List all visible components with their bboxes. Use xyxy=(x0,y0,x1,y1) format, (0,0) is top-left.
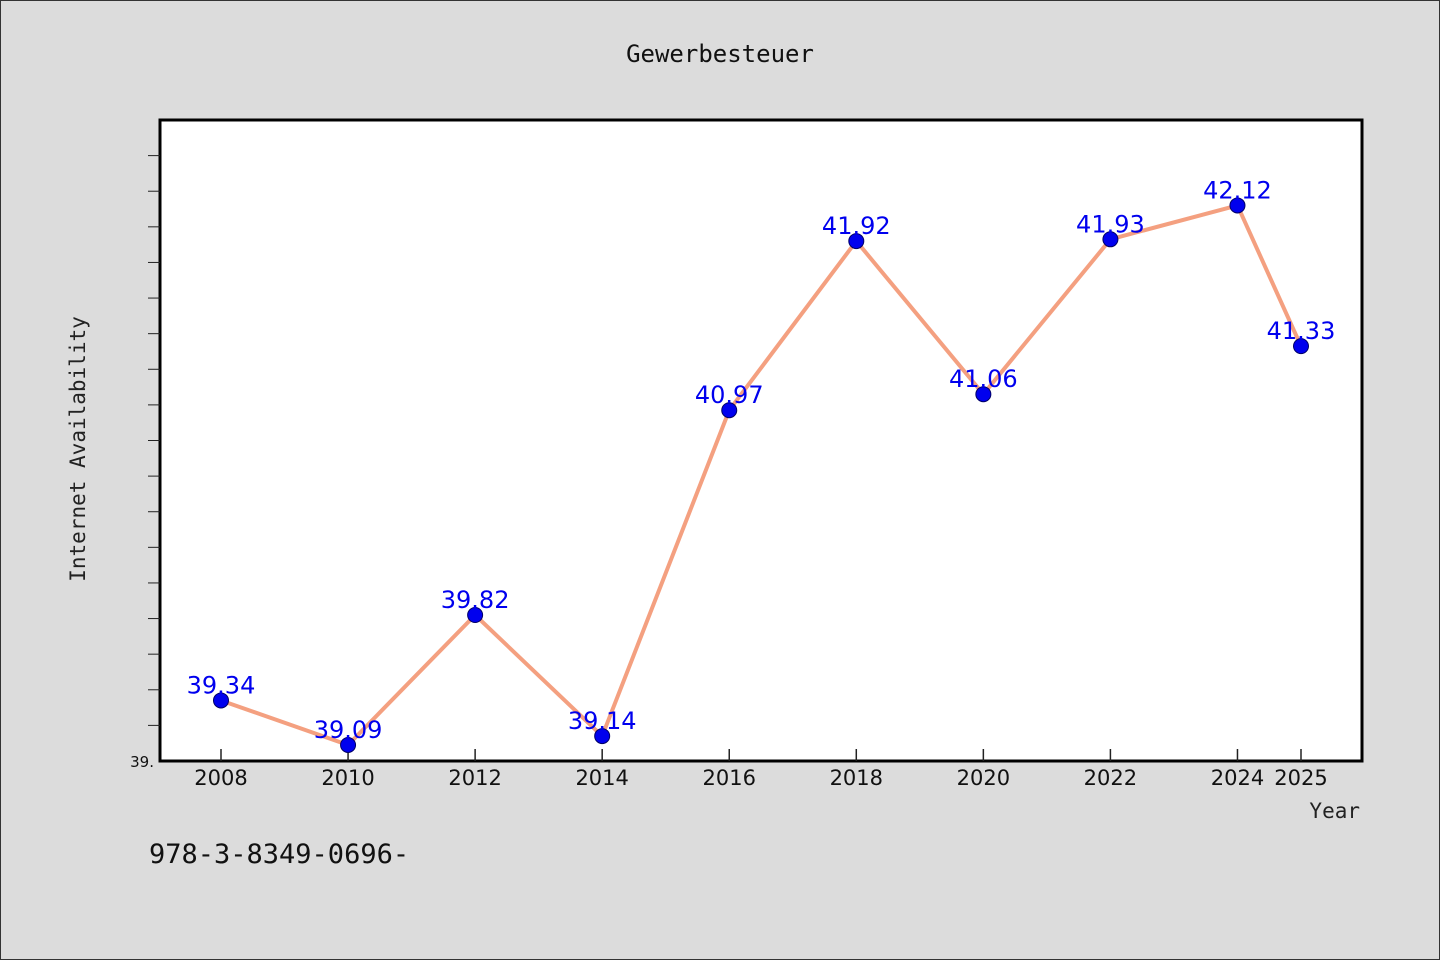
x-tick-label: 2024 xyxy=(1211,766,1264,790)
x-tick-label: 2020 xyxy=(957,766,1010,790)
x-axis-label: Year xyxy=(1309,799,1360,823)
data-label: 39.82 xyxy=(441,586,510,614)
x-tick-label: 2022 xyxy=(1084,766,1137,790)
data-point xyxy=(848,233,865,250)
data-point xyxy=(1229,197,1246,214)
data-point xyxy=(1293,338,1309,355)
data-point xyxy=(975,386,992,403)
y-tick-label: 39. xyxy=(130,753,154,771)
chart-title: Gewerbesteuer xyxy=(626,40,814,68)
data-label: 41.92 xyxy=(822,212,891,240)
data-point xyxy=(467,606,484,623)
data-label: 40.97 xyxy=(695,381,764,409)
data-point xyxy=(1102,231,1119,248)
x-tick-label: 2014 xyxy=(575,766,628,790)
data-point xyxy=(340,736,357,753)
x-tick-label: 2010 xyxy=(321,766,374,790)
x-tick-label: 2012 xyxy=(448,766,501,790)
plot-area xyxy=(158,118,1364,763)
y-axis-ticks xyxy=(148,155,160,726)
data-label: 42.12 xyxy=(1203,176,1272,204)
data-label: 39.14 xyxy=(568,707,637,735)
data-point xyxy=(213,692,229,709)
data-label: 41.93 xyxy=(1076,210,1145,238)
data-point xyxy=(594,728,611,745)
y-axis-label: Internet Availability xyxy=(66,316,90,582)
x-tick-label: 2008 xyxy=(194,766,247,790)
data-label: 41.33 xyxy=(1267,317,1336,345)
x-tick-label: 2016 xyxy=(703,766,756,790)
x-tick-label: 2025 xyxy=(1274,766,1327,790)
x-tick-label: 2018 xyxy=(830,766,883,790)
series-markers xyxy=(213,197,1309,753)
data-labels: 39.34 39.09 39.82 39.14 40.97 41.92 41.06 41.93… xyxy=(187,176,1336,744)
data-label: 39.34 xyxy=(187,671,256,699)
x-axis-ticks: 2008 2010 2012 2014 2016 2018 2020 2022 2024 2025 xyxy=(194,749,1328,790)
data-label: 39.09 xyxy=(314,716,383,744)
footnote: 978-3-8349-0696- xyxy=(149,839,409,870)
data-label: 41.06 xyxy=(949,365,1018,393)
series-line xyxy=(219,203,1303,747)
data-point xyxy=(721,402,738,419)
